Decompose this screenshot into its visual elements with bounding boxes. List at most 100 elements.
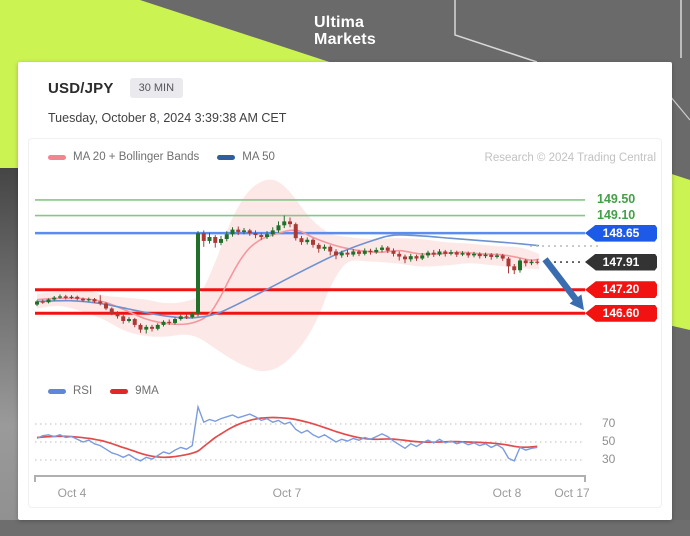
- legend-item-9ma[interactable]: 9MA: [110, 385, 159, 397]
- price-level-label-146.60: 146.60: [585, 304, 657, 322]
- ma50-swatch: [217, 154, 236, 160]
- ma50-line: [36, 234, 540, 319]
- candle-body: [75, 296, 80, 299]
- candle-body: [420, 255, 425, 259]
- candle-body: [219, 238, 223, 243]
- rsi-scale-label-50: 50: [602, 434, 616, 448]
- legend-item-rsi[interactable]: RSI: [48, 385, 92, 397]
- candle-body: [63, 296, 68, 298]
- candle-body: [322, 246, 327, 249]
- candle-body: [495, 255, 499, 257]
- candle-body: [270, 230, 275, 235]
- rsi-9ma-legend-label: 9MA: [135, 385, 159, 397]
- x-tick-oct-17: Oct 17: [554, 486, 590, 500]
- candle-body: [472, 253, 476, 256]
- rsi-chart-svg[interactable]: [18, 400, 672, 486]
- candle-body: [236, 229, 241, 232]
- candle-body: [247, 230, 252, 234]
- candle-body: [98, 301, 103, 304]
- forecast-arrow-head: [569, 294, 584, 311]
- price-level-label-147.91: 147.91: [585, 253, 657, 271]
- candle-body: [109, 308, 114, 314]
- rsi-line: [36, 404, 538, 462]
- price-level-label-149.10: 149.10: [597, 207, 636, 222]
- candle-body: [374, 249, 379, 253]
- legend-item-ma50[interactable]: MA 50: [217, 151, 275, 163]
- candle-body: [466, 253, 471, 256]
- candle-body: [259, 235, 264, 238]
- rsi-legend: RSI 9MA: [48, 385, 159, 397]
- candle-body: [52, 297, 57, 300]
- deco-outline-diagonal: [669, 95, 690, 121]
- rsi-9ma-swatch: [110, 388, 129, 394]
- ma20-legend-label: MA 20 + Bollinger Bands: [73, 151, 200, 163]
- candle-body: [357, 251, 361, 254]
- main-chart-legend: MA 20 + Bollinger Bands MA 50: [48, 151, 275, 163]
- brand-wordmark: Ultima Markets: [314, 14, 376, 48]
- candle-body: [529, 261, 534, 264]
- forecast-arrow-shaft: [542, 257, 580, 304]
- x-tick-oct-8: Oct 8: [492, 486, 522, 500]
- chart-card: USD/JPY 30 MIN Tuesday, October 8, 2024 …: [18, 62, 672, 520]
- candle-body: [46, 299, 51, 303]
- candle-body: [178, 316, 183, 320]
- candle-body: [138, 324, 143, 330]
- candle-body: [190, 313, 195, 318]
- candle-body: [454, 252, 459, 255]
- bollinger-band-area: [37, 179, 539, 372]
- candle-body: [443, 251, 448, 254]
- ma50-legend-label: MA 50: [242, 151, 275, 163]
- candle-body: [132, 319, 137, 325]
- candle-body: [380, 247, 384, 250]
- candle-body: [477, 253, 482, 257]
- candle-body: [288, 221, 292, 225]
- candle-body: [207, 237, 212, 241]
- candle-body: [196, 233, 200, 314]
- timeframe-badge[interactable]: 30 MIN: [129, 78, 184, 98]
- left-edge-gradient: [0, 168, 18, 536]
- candle-body: [408, 256, 413, 260]
- candle-body: [345, 252, 350, 255]
- candle-body: [173, 319, 177, 323]
- candle-body: [460, 253, 465, 255]
- rsi-scale-label-70: 70: [602, 416, 616, 430]
- candle-body: [500, 255, 505, 259]
- ultima-markets-logo-icon: [2, 17, 24, 51]
- candle-body: [385, 247, 390, 251]
- candle-body: [127, 319, 131, 322]
- candle-body: [155, 324, 160, 329]
- price-level-label-147.20: 147.20: [585, 281, 657, 299]
- candle-body: [305, 239, 310, 243]
- candle-body: [35, 301, 39, 305]
- candle-body: [334, 251, 338, 256]
- x-axis-line: [34, 475, 586, 482]
- candle-body: [397, 253, 402, 257]
- candle-body: [518, 260, 522, 271]
- candle-body: [362, 250, 367, 254]
- x-tick-oct-7: Oct 7: [272, 486, 302, 500]
- rsi-scale-label-30: 30: [602, 452, 616, 466]
- candle-body: [276, 225, 281, 231]
- candle-body: [328, 246, 333, 252]
- candle-body: [506, 258, 511, 267]
- x-tick-oct-4: Oct 4: [57, 486, 87, 500]
- candle-body: [242, 230, 246, 232]
- candle-body: [150, 326, 154, 329]
- candle-body: [316, 244, 321, 249]
- candle-body: [368, 250, 373, 253]
- candle-body: [426, 252, 430, 256]
- candle-body: [161, 321, 166, 325]
- rsi-swatch: [48, 388, 66, 394]
- candle-body: [144, 326, 149, 330]
- candle-body: [391, 250, 396, 254]
- brand-line-1: Ultima: [314, 14, 365, 31]
- candle-body: [437, 251, 442, 255]
- main-chart-svg[interactable]: [18, 179, 672, 386]
- candle-body: [104, 303, 108, 309]
- candle-body: [81, 298, 85, 301]
- legend-item-ma20-bollinger[interactable]: MA 20 + Bollinger Bands: [48, 151, 199, 163]
- title-row: USD/JPY 30 MIN: [48, 78, 184, 98]
- candle-body: [282, 221, 287, 226]
- candle-body: [167, 321, 172, 323]
- candle-body: [293, 224, 298, 239]
